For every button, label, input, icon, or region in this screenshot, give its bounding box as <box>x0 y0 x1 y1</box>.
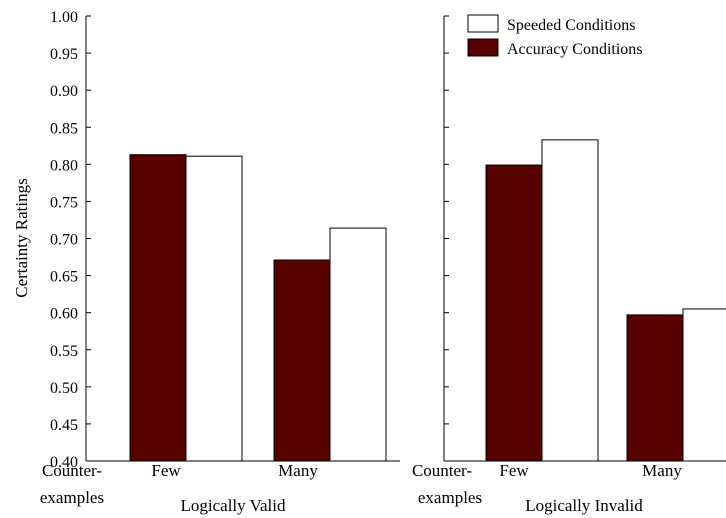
left-y-tick-label: 0.85 <box>50 120 78 137</box>
right-caption-line2: examples <box>418 488 482 507</box>
left-panel: 0.40 0.45 0.50 0.55 0.60 0.65 0.70 0.75 0.80 0.85… <box>40 9 400 515</box>
left-y-tick-label: 1.00 <box>50 9 78 26</box>
right-bar-few-speeded <box>541 139 599 462</box>
left-y-tick-label: 0.95 <box>50 46 78 63</box>
left-bar-many-speeded <box>329 227 387 462</box>
right-bar-many-accuracy <box>626 314 684 462</box>
left-bar-many-accuracy <box>273 259 331 462</box>
left-bars <box>129 154 387 462</box>
left-y-tick-label: 0.40 <box>50 454 78 471</box>
left-y-tick-label: 0.70 <box>50 232 78 249</box>
right-bar-many-speeded <box>682 308 726 462</box>
legend-label-speeded: Speeded Conditions <box>507 17 635 34</box>
left-caption-line1: Counter- <box>42 461 102 480</box>
left-bar-few-accuracy <box>129 154 187 462</box>
left-y-tick-label: 0.90 <box>50 83 78 100</box>
left-y-tick-label: 0.80 <box>50 157 78 174</box>
right-caption-line1: Counter- <box>412 461 472 480</box>
right-bars <box>485 139 726 462</box>
y-axis-title: Certainty Ratings <box>12 178 31 297</box>
legend: Speeded Conditions Accuracy Conditions <box>467 14 643 58</box>
right-y-ticks <box>444 15 449 462</box>
left-y-tick-label: 0.50 <box>50 380 78 397</box>
left-y-tick-label: 0.45 <box>50 417 78 434</box>
left-y-ticks: 0.40 0.45 0.50 0.55 0.60 0.65 0.70 0.75 0.80 0.85… <box>50 9 91 471</box>
left-y-tick-label: 0.75 <box>50 194 78 211</box>
right-category-few: Few <box>499 461 529 480</box>
left-y-tick-label: 0.60 <box>50 306 78 323</box>
legend-swatch-speeded <box>467 14 499 33</box>
left-panel-xlabel: Logically Valid <box>181 496 286 515</box>
left-y-tick-label: 0.65 <box>50 269 78 286</box>
right-bar-few-accuracy <box>485 164 543 462</box>
right-panel-xlabel: Logically Invalid <box>525 496 643 515</box>
legend-label-accuracy: Accuracy Conditions <box>507 41 643 58</box>
left-caption-line2: examples <box>40 488 104 507</box>
right-panel: Counter- examples Few Many Logically Inv… <box>412 15 726 515</box>
left-y-tick-label: 0.55 <box>50 343 78 360</box>
left-category-many: Many <box>278 461 318 480</box>
legend-swatch-accuracy <box>467 38 499 57</box>
left-category-few: Few <box>151 461 181 480</box>
right-category-many: Many <box>642 461 682 480</box>
left-bar-few-speeded <box>185 155 243 462</box>
